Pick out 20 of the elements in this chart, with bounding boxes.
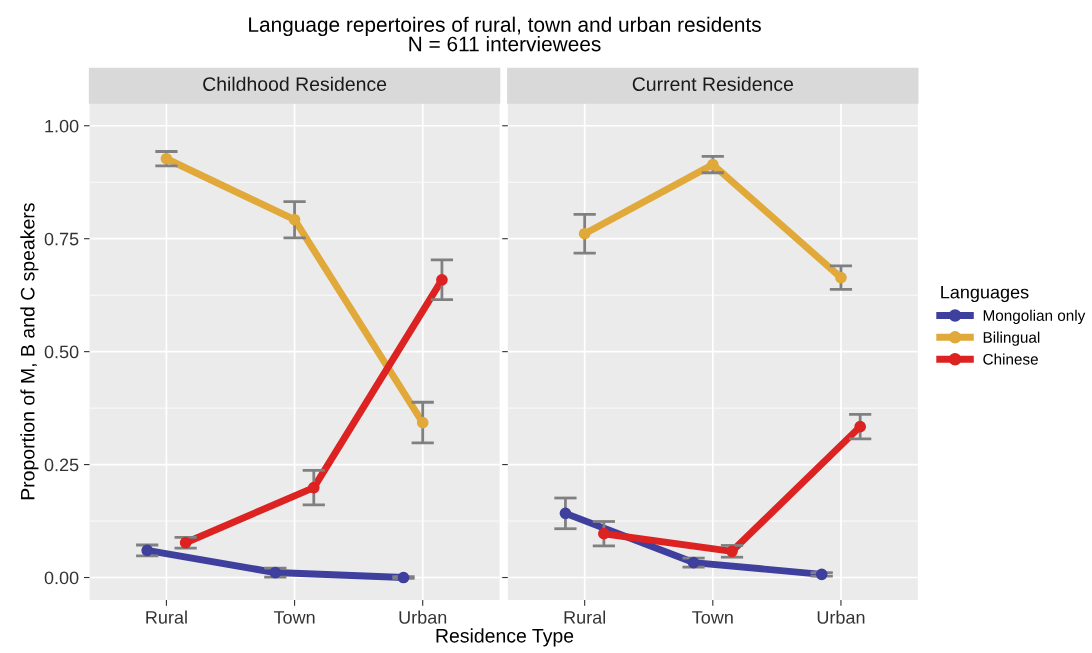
- legend-label: Chinese: [983, 353, 1038, 365]
- x-tick-label: Town: [273, 611, 315, 624]
- text: Language repertoires of rural, town and urban residents N = 611 interviewees: [249, 16, 761, 52]
- legend-title: Languages: [941, 285, 1029, 303]
- chart-title: Childhood Residence: [203, 76, 387, 91]
- y-tick-label: 0.50: [44, 345, 79, 359]
- x-axis-title: Residence Type: [436, 628, 574, 647]
- legend-label: Bilingual: [983, 331, 1040, 346]
- y-tick-label: 0.00: [44, 571, 79, 585]
- x-tick-label: Rural: [564, 610, 606, 624]
- legend-label: Mongolian only: [983, 309, 1086, 324]
- y-tick-label: 0.75: [44, 232, 79, 246]
- chart-title: Current Residence: [632, 76, 793, 91]
- x-tick-label: Rural: [146, 610, 187, 624]
- y-axis-title: Proportion of M, B and C speakers: [20, 203, 39, 500]
- x-tick-label: Urban: [817, 610, 865, 624]
- y-tick-label: 1.00: [45, 119, 79, 133]
- x-tick-label: Urban: [399, 610, 447, 624]
- x-tick-label: Town: [692, 611, 733, 624]
- y-tick-label: 0.25: [44, 458, 79, 472]
